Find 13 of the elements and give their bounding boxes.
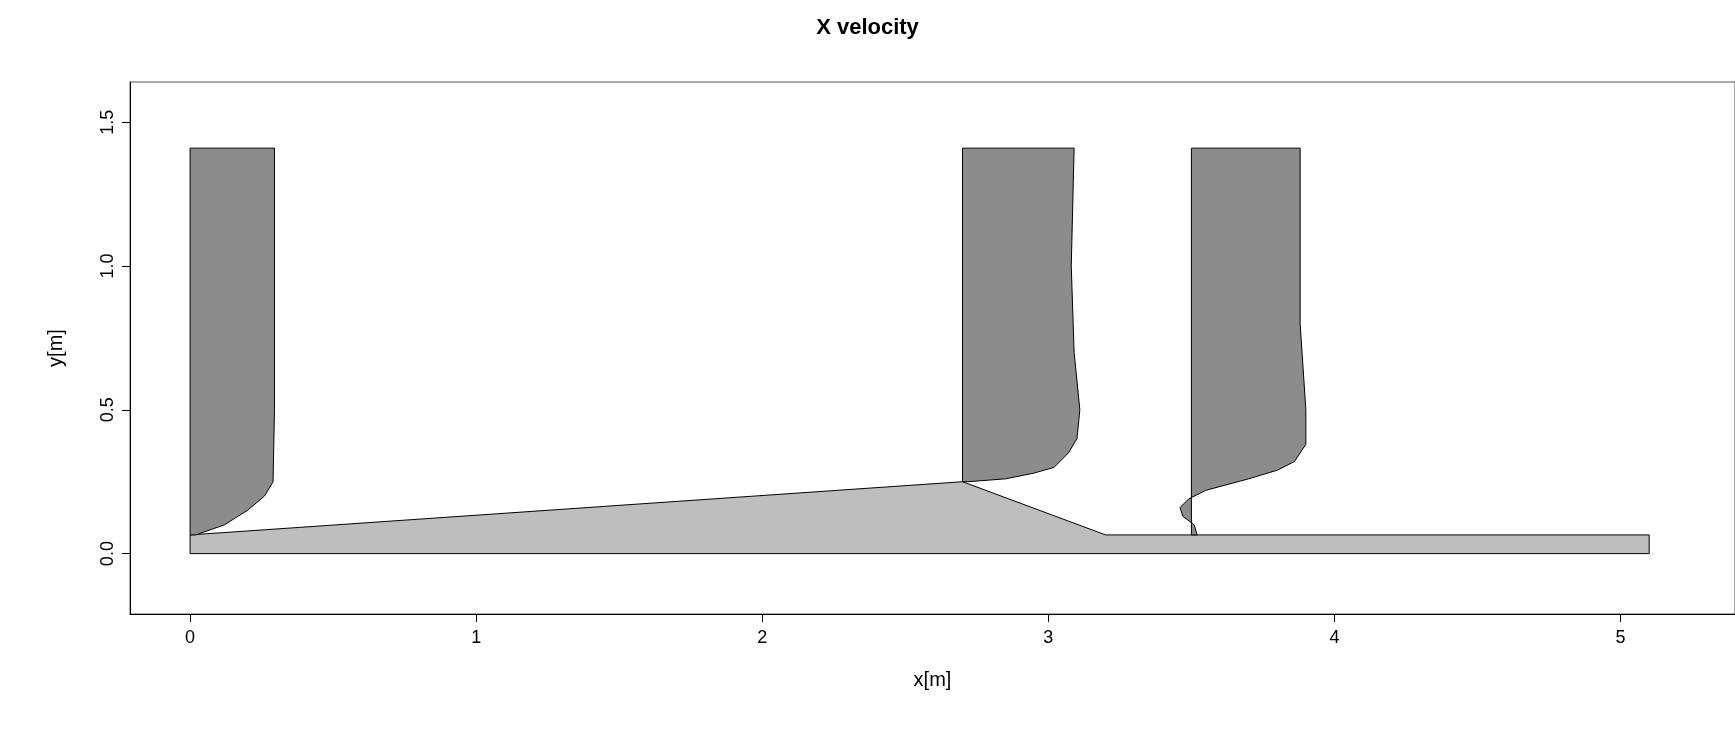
x-tick-label: 0 — [185, 627, 196, 647]
x-tick-label: 2 — [757, 627, 768, 647]
x-tick-label: 5 — [1615, 627, 1626, 647]
x-tick-label: 1 — [471, 627, 482, 647]
y-axis-title: y[m] — [44, 329, 66, 367]
y-tick-label: 1.5 — [97, 109, 117, 135]
x-axis-title: x[m] — [913, 668, 952, 690]
x-tick-label: 4 — [1329, 627, 1340, 647]
y-tick-label: 1.0 — [97, 253, 117, 279]
x-tick-label: 3 — [1043, 627, 1054, 647]
y-tick-label: 0.0 — [97, 541, 117, 567]
y-tick-label: 0.5 — [97, 397, 117, 423]
chart-title: X velocity — [816, 13, 920, 39]
